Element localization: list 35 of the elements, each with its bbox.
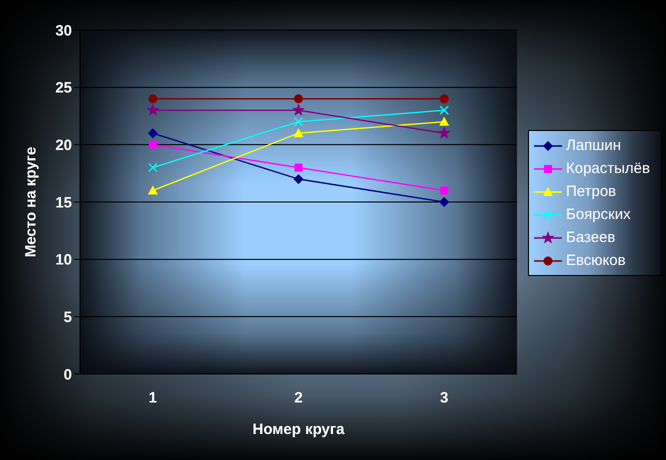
y-tick-label: 0	[64, 366, 72, 384]
point	[440, 186, 448, 195]
x-tick-label: 1	[148, 390, 158, 407]
point	[146, 104, 159, 116]
legend-label: Евсюков	[566, 252, 626, 269]
point	[294, 164, 302, 172]
point	[294, 117, 304, 126]
x-tick-label: 3	[440, 390, 448, 407]
y-tick-label: 10	[55, 252, 72, 269]
x-axis-title: Номер круга	[252, 421, 346, 438]
point	[148, 128, 158, 138]
point	[292, 104, 305, 116]
y-tick-label: 20	[55, 136, 72, 154]
legend-label: Боярских	[566, 206, 631, 223]
point	[148, 186, 158, 195]
legend-label: Лапшин	[566, 137, 622, 154]
y-tick-label: 25	[55, 80, 72, 97]
point	[440, 94, 449, 104]
point	[148, 140, 157, 149]
point	[294, 94, 303, 104]
y-tick-label: 30	[55, 22, 72, 40]
point	[148, 94, 158, 104]
point	[439, 116, 450, 126]
y-axis-title: Место на круге	[22, 146, 40, 258]
legend-label: Петров	[566, 183, 616, 200]
point	[294, 128, 304, 138]
point	[294, 174, 304, 184]
y-tick-label: 15	[55, 194, 72, 212]
point	[438, 126, 450, 138]
point	[439, 197, 450, 207]
x-tick-label: 2	[294, 390, 303, 407]
legend-label: Базеев	[566, 229, 616, 246]
y-tick-label: 5	[64, 308, 72, 326]
point	[148, 162, 158, 172]
point	[440, 106, 449, 115]
